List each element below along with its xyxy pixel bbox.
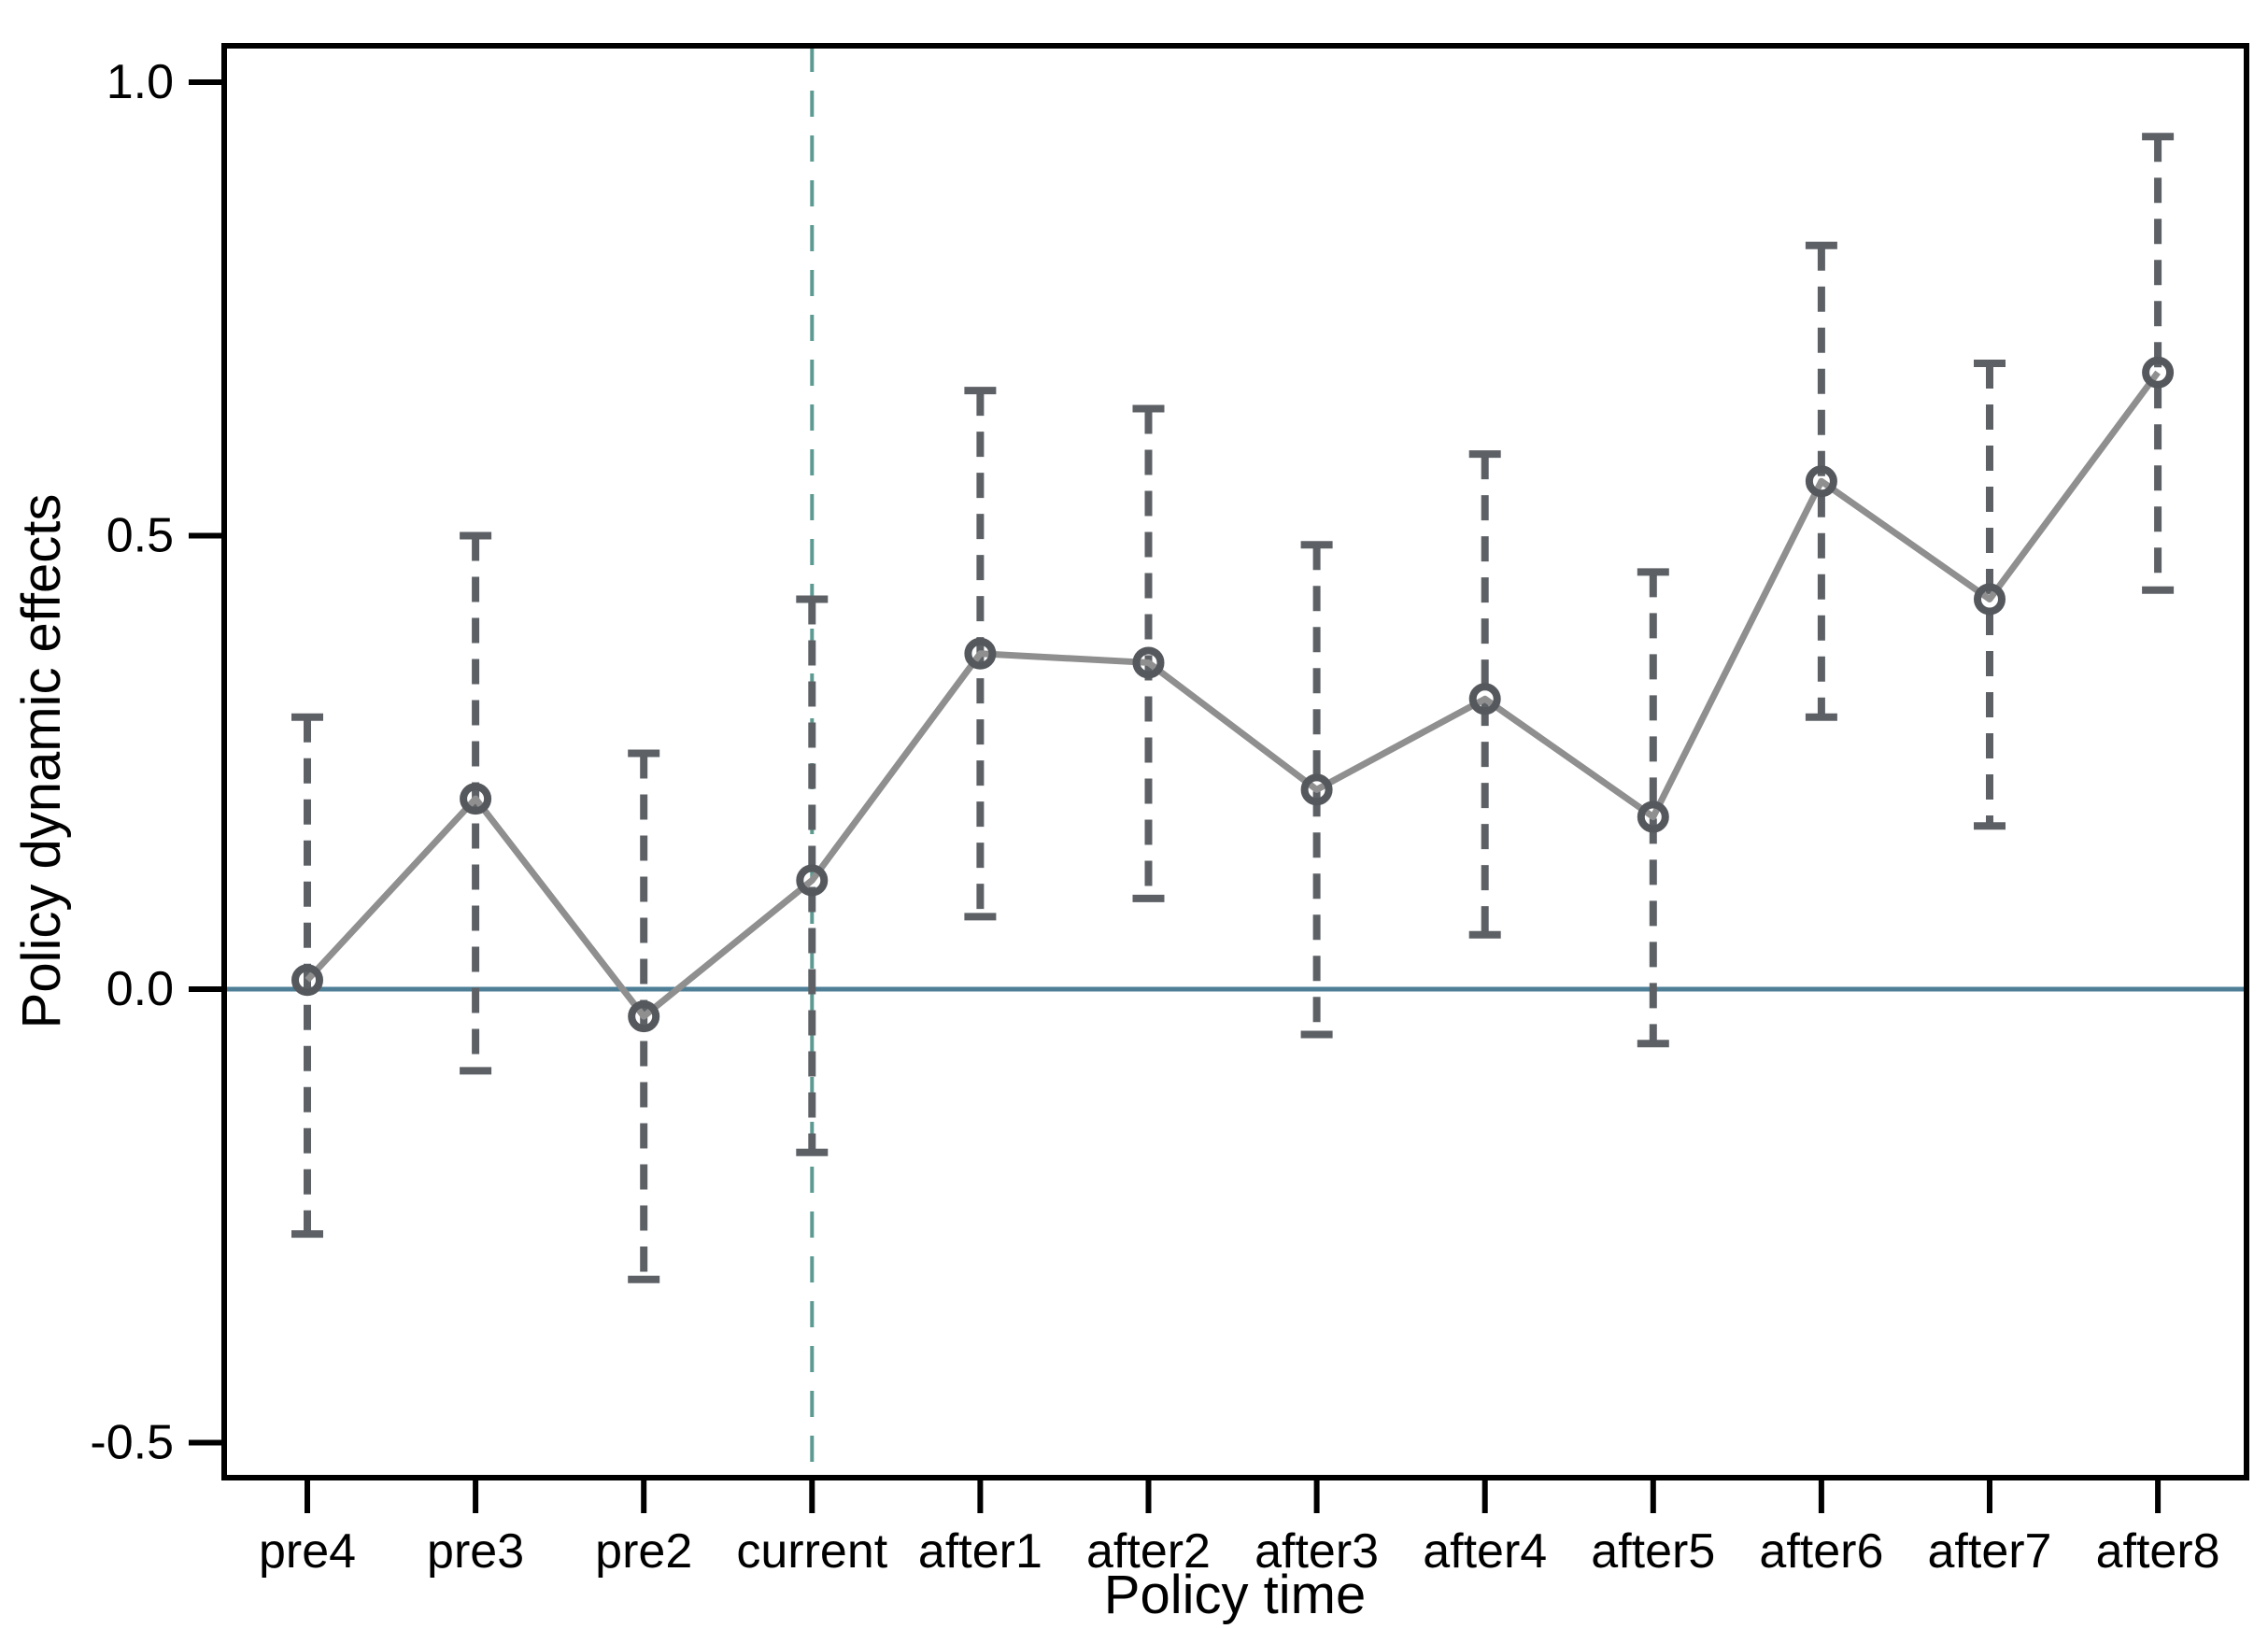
y-tick-label-1.0: 1.0 [106, 55, 174, 109]
x-tick-label-after7: after7 [1928, 1524, 2052, 1579]
marker-after1 [964, 637, 997, 670]
y-axis-title: Policy dynamic effects [11, 494, 72, 1029]
marker-after6 [1805, 465, 1837, 498]
marker-after7 [1974, 583, 2006, 616]
x-tick-label-current: current [736, 1524, 887, 1579]
marker-after2 [1132, 646, 1165, 679]
x-tick-label-after2: after2 [1086, 1524, 1211, 1579]
marker-after5 [1637, 800, 1669, 833]
x-tick-label-after3: after3 [1254, 1524, 1379, 1579]
marker-after8 [2142, 356, 2175, 389]
y-tick-label-0.5: 0.5 [106, 509, 174, 563]
marker-after4 [1468, 683, 1501, 715]
plot-area: -0.5 0.0 0.5 1.0 pre4 pre3 pre2 current after1 af… [90, 43, 2249, 1579]
marker-current [796, 864, 829, 897]
x-tick-label-pre4: pre4 [259, 1524, 356, 1579]
marker-pre4 [291, 964, 323, 997]
marker-pre2 [628, 1000, 660, 1033]
x-tick-label-after5: after5 [1591, 1524, 1715, 1579]
x-tick-label-pre2: pre2 [595, 1524, 692, 1579]
x-tick-label-pre3: pre3 [427, 1524, 524, 1579]
x-tick-label-after6: after6 [1759, 1524, 1883, 1579]
marker-pre3 [460, 783, 492, 815]
y-tick-label--0.5: -0.5 [90, 1416, 174, 1470]
x-tick-label-after1: after1 [918, 1524, 1042, 1579]
marker-after3 [1300, 773, 1333, 806]
x-axis-title: Policy time [1104, 1565, 1366, 1625]
x-tick-label-after8: after8 [2096, 1524, 2220, 1579]
x-tick-label-after4: after4 [1423, 1524, 1547, 1579]
y-tick-label-0.0: 0.0 [106, 962, 174, 1016]
plot-frame [221, 43, 2249, 1480]
estimate-line [305, 370, 2161, 1020]
